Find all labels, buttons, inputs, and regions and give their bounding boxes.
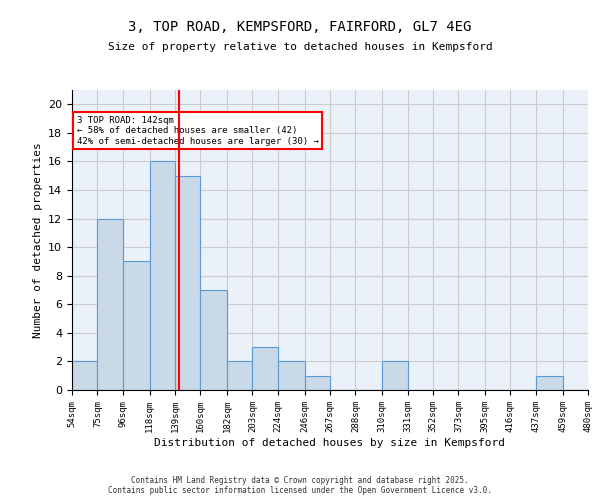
Bar <box>536 376 563 390</box>
Bar <box>227 362 253 390</box>
Text: Size of property relative to detached houses in Kempsford: Size of property relative to detached ho… <box>107 42 493 52</box>
Bar <box>305 376 330 390</box>
Bar <box>72 362 97 390</box>
Bar <box>382 362 407 390</box>
X-axis label: Distribution of detached houses by size in Kempsford: Distribution of detached houses by size … <box>155 438 505 448</box>
Bar <box>253 347 278 390</box>
Bar <box>175 176 200 390</box>
Y-axis label: Number of detached properties: Number of detached properties <box>32 142 43 338</box>
Bar <box>97 218 123 390</box>
Text: 3, TOP ROAD, KEMPSFORD, FAIRFORD, GL7 4EG: 3, TOP ROAD, KEMPSFORD, FAIRFORD, GL7 4E… <box>128 20 472 34</box>
Bar <box>123 262 149 390</box>
Text: 3 TOP ROAD: 142sqm
← 58% of detached houses are smaller (42)
42% of semi-detache: 3 TOP ROAD: 142sqm ← 58% of detached hou… <box>77 116 319 146</box>
Bar <box>278 362 305 390</box>
Bar <box>588 376 600 390</box>
Bar <box>200 290 227 390</box>
Text: Contains HM Land Registry data © Crown copyright and database right 2025.
Contai: Contains HM Land Registry data © Crown c… <box>108 476 492 495</box>
Bar <box>149 162 175 390</box>
